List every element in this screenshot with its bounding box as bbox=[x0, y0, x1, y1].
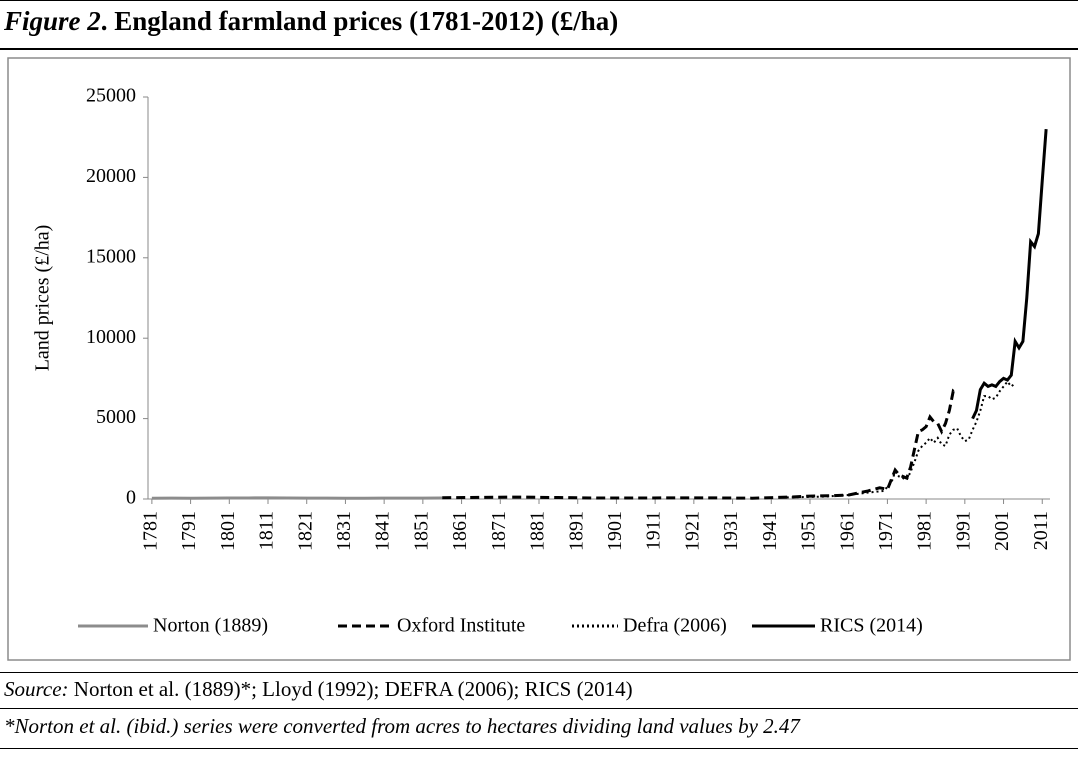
x-tick-label: 2001 bbox=[991, 511, 1013, 551]
bottom-rule bbox=[0, 748, 1078, 749]
title-rule bbox=[0, 48, 1078, 50]
source-label: Source: bbox=[4, 677, 69, 701]
x-tick-label: 1931 bbox=[720, 511, 742, 551]
note: *Norton et al. (ibid.) series were conve… bbox=[4, 714, 800, 738]
x-tick-label: 1791 bbox=[178, 511, 200, 551]
source-rule bbox=[0, 708, 1078, 709]
chart-frame bbox=[7, 57, 1071, 661]
y-tick-label: 15000 bbox=[86, 245, 136, 267]
x-tick-label: 1881 bbox=[527, 511, 549, 551]
x-tick-label: 1871 bbox=[488, 511, 510, 551]
x-tick-label: 1951 bbox=[798, 511, 820, 551]
x-tick-label: 1861 bbox=[449, 511, 471, 551]
x-tick-label: 2011 bbox=[1030, 511, 1052, 550]
figure-title: Figure 2. England farmland prices (1781-… bbox=[0, 6, 1078, 37]
x-tick-label: 1981 bbox=[914, 511, 936, 551]
source-text: Norton et al. (1889)*; Lloyd (1992); DEF… bbox=[68, 677, 633, 701]
x-tick-label: 1941 bbox=[759, 511, 781, 551]
x-tick-label: 1831 bbox=[333, 511, 355, 551]
series-line bbox=[786, 380, 1016, 499]
y-tick-label: 5000 bbox=[96, 406, 136, 428]
top-rule bbox=[0, 0, 1078, 1]
x-tick-label: 1781 bbox=[139, 511, 161, 551]
x-tick-label: 1811 bbox=[256, 511, 278, 550]
chart: Land prices (£/ha) 0 5000 10000 15000 20000 2… bbox=[7, 57, 1071, 661]
source-rule-top bbox=[0, 672, 1078, 673]
x-tick-label: 1901 bbox=[604, 511, 626, 551]
y-tick-label: 10000 bbox=[86, 326, 136, 348]
legend-label: Defra (2006) bbox=[623, 615, 727, 637]
x-tick-label: 1911 bbox=[643, 511, 665, 550]
title: . England farmland prices (1781-2012) (£… bbox=[100, 6, 619, 36]
x-tick-label: 1891 bbox=[565, 511, 587, 551]
x-tick-label: 1841 bbox=[372, 511, 394, 551]
x-tick-label: 1971 bbox=[875, 511, 897, 551]
legend-label: RICS (2014) bbox=[820, 615, 923, 637]
y-tick-label: 25000 bbox=[86, 85, 136, 107]
series-line bbox=[442, 388, 959, 500]
figure-label: Figure 2 bbox=[4, 6, 101, 36]
source: Source: Norton et al. (1889)*; Lloyd (19… bbox=[0, 677, 1078, 702]
y-tick-label: 20000 bbox=[86, 165, 136, 187]
legend-label: Oxford Institute bbox=[397, 615, 525, 637]
y-tick-label: 0 bbox=[126, 487, 136, 509]
x-tick-label: 1921 bbox=[681, 511, 703, 551]
y-axis-label: Land prices (£/ha) bbox=[32, 225, 54, 372]
x-tick-label: 1851 bbox=[410, 511, 432, 551]
x-tick-label: 1991 bbox=[952, 511, 974, 551]
x-tick-label: 1961 bbox=[836, 511, 858, 551]
legend-label: Norton (1889) bbox=[153, 615, 268, 637]
x-tick-label: 1801 bbox=[217, 511, 239, 551]
x-tick-label: 1821 bbox=[294, 511, 316, 551]
series-line bbox=[971, 129, 1048, 420]
